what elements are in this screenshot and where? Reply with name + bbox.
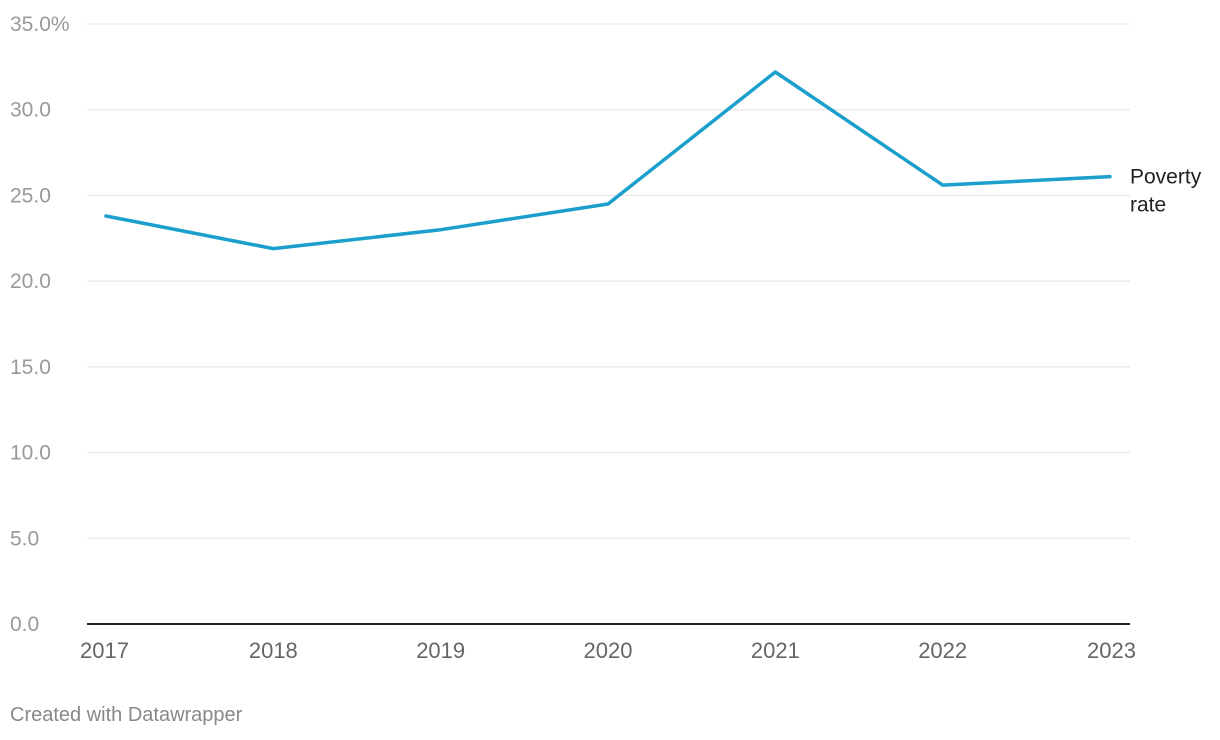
y-gridlines <box>87 23 1130 539</box>
y-tick-label: 25.0 <box>10 184 51 207</box>
y-tick-label: 0.0 <box>10 613 39 636</box>
y-tick-label: 20.0 <box>10 270 51 293</box>
x-axis-tick-labels: 2017 2018 2019 2020 2021 2022 2023 <box>80 638 1136 663</box>
x-tick-label: 2018 <box>249 638 298 663</box>
y-tick-label: 15.0 <box>10 356 51 379</box>
x-tick-label: 2019 <box>416 638 465 663</box>
series-lines <box>104 70 1112 251</box>
x-tick-label: 2023 <box>1087 638 1136 663</box>
series-line <box>104 70 1112 251</box>
y-tick-label: 35.0% <box>10 13 70 36</box>
series-labels: Poverty rate <box>1130 166 1202 217</box>
y-tick-label: 30.0 <box>10 99 51 122</box>
y-axis-tick-labels: 0.0 5.0 10.0 15.0 20.0 25.0 30.0 35.0% <box>10 13 70 636</box>
x-tick-label: 2020 <box>584 638 633 663</box>
x-tick-label: 2017 <box>80 638 129 663</box>
line-chart: 0.0 5.0 10.0 15.0 20.0 25.0 30.0 35.0% 2017 2018… <box>10 13 1202 663</box>
y-tick-label: 10.0 <box>10 442 51 465</box>
credit-text: Created with Datawrapper <box>10 704 243 726</box>
y-tick-label: 5.0 <box>10 527 39 550</box>
x-tick-label: 2021 <box>751 638 800 663</box>
x-tick-label: 2022 <box>918 638 967 663</box>
series-label: Poverty rate <box>1130 166 1202 217</box>
